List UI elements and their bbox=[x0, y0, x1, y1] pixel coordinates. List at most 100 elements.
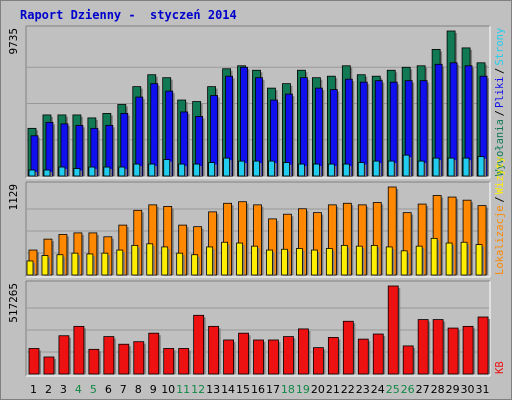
bar-middle-sites-31 bbox=[475, 244, 485, 276]
bar-middle-sites-8 bbox=[131, 244, 140, 276]
bar-bottom-kbytes-25 bbox=[387, 285, 401, 375]
bar-bottom-kbytes-4 bbox=[73, 325, 86, 375]
bar-top-pages-8 bbox=[133, 163, 142, 177]
bar-middle-sites-5 bbox=[86, 253, 95, 276]
x-tick-label: 27 bbox=[416, 383, 430, 396]
bar-bottom-kbytes-31 bbox=[477, 316, 491, 375]
y-max-label-middle: 1129 bbox=[7, 184, 20, 211]
bar-bottom-kbytes-21 bbox=[327, 337, 341, 375]
bar-top-pages-20 bbox=[312, 163, 322, 177]
x-tick-label: 29 bbox=[446, 383, 460, 396]
x-tick-label: 9 bbox=[150, 383, 157, 396]
bar-bottom-kbytes-7 bbox=[118, 343, 131, 375]
bar-middle-sites-26 bbox=[400, 250, 410, 276]
bar-middle-sites-6 bbox=[101, 252, 110, 276]
bar-top-pages-15 bbox=[238, 160, 247, 177]
x-tick-label: 14 bbox=[221, 383, 235, 396]
bar-bottom-kbytes-11 bbox=[178, 348, 191, 375]
bar-top-pages-12 bbox=[193, 163, 202, 177]
x-tick-label: 28 bbox=[431, 383, 445, 396]
x-tick-label: 4 bbox=[75, 383, 82, 396]
bar-top-pages-25 bbox=[387, 160, 397, 177]
bar-bottom-kbytes-12 bbox=[193, 314, 206, 375]
bar-top-files-7 bbox=[120, 113, 130, 177]
y-max-label-bottom: 517265 bbox=[7, 283, 20, 323]
bar-middle-sites-2 bbox=[41, 255, 50, 276]
bar-bottom-kbytes-24 bbox=[372, 333, 386, 375]
x-tick-label: 19 bbox=[296, 383, 310, 396]
legend-top-1: / bbox=[494, 110, 506, 116]
bar-top-pages-4 bbox=[73, 168, 82, 177]
bar-bottom-kbytes-28 bbox=[432, 319, 446, 375]
bar-top-pages-7 bbox=[118, 166, 127, 177]
bar-middle-sites-23 bbox=[355, 245, 365, 276]
bar-top-pages-22 bbox=[342, 163, 352, 177]
bar-middle-sites-10 bbox=[161, 246, 170, 276]
bar-top-pages-24 bbox=[372, 160, 382, 177]
bar-top-pages-16 bbox=[253, 160, 262, 177]
legend-bottom-0: KB bbox=[494, 361, 506, 374]
bar-top-pages-27 bbox=[417, 160, 427, 177]
x-tick-label: 24 bbox=[371, 383, 385, 396]
bar-middle-sites-18 bbox=[281, 248, 290, 276]
bar-top-files-15 bbox=[240, 66, 250, 177]
bar-bottom-kbytes-20 bbox=[312, 347, 326, 375]
bar-top-pages-9 bbox=[148, 163, 157, 177]
bar-top-files-19 bbox=[300, 77, 310, 177]
x-tick-label: 22 bbox=[341, 383, 355, 396]
bar-middle-sites-7 bbox=[116, 249, 125, 276]
legend-middle-1: / bbox=[494, 196, 506, 202]
bar-bottom-kbytes-5 bbox=[88, 348, 101, 375]
report-title: Raport Dzienny - styczeń 2014 bbox=[20, 8, 237, 22]
x-tick-label: 3 bbox=[60, 383, 67, 396]
bar-bottom-kbytes-29 bbox=[447, 327, 461, 375]
x-tick-label: 17 bbox=[266, 383, 280, 396]
x-tick-label: 7 bbox=[120, 383, 127, 396]
x-tick-label: 30 bbox=[461, 383, 475, 396]
bar-top-pages-29 bbox=[447, 157, 457, 177]
x-tick-label: 1 bbox=[30, 383, 37, 396]
bar-middle-sites-3 bbox=[56, 254, 65, 276]
x-tick-label: 31 bbox=[476, 383, 490, 396]
legend-top-3: / bbox=[494, 68, 506, 74]
bar-top-pages-1 bbox=[28, 169, 37, 177]
bar-top-pages-30 bbox=[462, 157, 472, 177]
bar-top-pages-28 bbox=[432, 157, 442, 177]
bar-bottom-kbytes-17 bbox=[268, 339, 281, 375]
bar-top-files-21 bbox=[329, 89, 340, 177]
bar-bottom-kbytes-19 bbox=[298, 328, 311, 375]
bar-middle-sites-27 bbox=[415, 245, 425, 276]
bar-bottom-kbytes-13 bbox=[208, 325, 221, 375]
bar-bottom-kbytes-3 bbox=[58, 335, 71, 375]
bar-middle-sites-21 bbox=[325, 248, 335, 276]
x-tick-label: 5 bbox=[90, 383, 97, 396]
bar-bottom-kbytes-14 bbox=[223, 339, 236, 375]
bar-middle-sites-9 bbox=[146, 243, 155, 276]
legend-middle-0: Lokalizacje bbox=[494, 205, 506, 275]
bar-bottom-kbytes-23 bbox=[357, 338, 371, 375]
bar-top-pages-11 bbox=[178, 163, 187, 177]
bar-top-pages-17 bbox=[268, 160, 277, 177]
legend-middle-2: Wizyty bbox=[494, 156, 506, 194]
bar-top-pages-23 bbox=[357, 162, 367, 177]
x-tick-label: 15 bbox=[236, 383, 250, 396]
bar-top-files-23 bbox=[359, 81, 370, 177]
y-max-label-top: 9735 bbox=[7, 28, 20, 55]
bar-middle-sites-1 bbox=[26, 260, 35, 276]
x-tick-label: 11 bbox=[176, 383, 190, 396]
bar-top-files-22 bbox=[344, 78, 355, 177]
x-tick-label: 10 bbox=[161, 383, 175, 396]
bar-middle-sites-20 bbox=[310, 249, 320, 276]
legend-top-0: Wywołania bbox=[494, 119, 506, 176]
legend-top-4: Strony bbox=[494, 28, 506, 66]
bar-middle-sites-22 bbox=[340, 244, 350, 276]
bar-middle-sites-12 bbox=[191, 254, 200, 276]
bar-middle-sites-4 bbox=[71, 252, 80, 276]
bar-middle-sites-11 bbox=[176, 252, 185, 276]
bar-top-pages-3 bbox=[58, 166, 67, 177]
legend-top-2: Pliki bbox=[494, 76, 506, 108]
bar-bottom-kbytes-30 bbox=[462, 325, 476, 375]
x-tick-label: 6 bbox=[105, 383, 112, 396]
x-tick-label: 26 bbox=[401, 383, 415, 396]
bar-top-pages-19 bbox=[298, 163, 307, 177]
